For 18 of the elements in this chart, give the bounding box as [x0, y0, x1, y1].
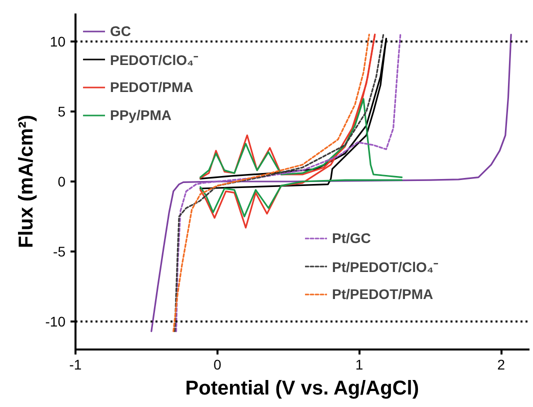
- legend-label: PPy/PMA: [110, 107, 172, 123]
- legend-label: GC: [110, 23, 131, 39]
- legend-label: Pt/GC: [332, 230, 371, 246]
- y-tick-label: -5: [53, 244, 66, 260]
- x-tick-label: 1: [355, 356, 364, 372]
- legend-label: Pt/PEDOT/ClO₄⁻: [332, 258, 439, 276]
- x-tick-label: 2: [497, 356, 506, 372]
- y-tick-label: 5: [58, 104, 66, 120]
- legend-label: PEDOT/PMA: [110, 79, 194, 95]
- x-tick-label: -1: [69, 356, 82, 372]
- legend-label: Pt/PEDOT/PMA: [332, 286, 434, 302]
- legend-label: PEDOT/ClO₄⁻: [110, 50, 199, 68]
- y-axis-title: Flux (mA/cm²): [15, 114, 38, 248]
- y-tick-label: -10: [45, 314, 66, 330]
- y-tick-label: 10: [50, 34, 66, 50]
- x-axis-title: Potential (V vs. Ag/AgCl): [185, 378, 420, 400]
- x-tick-label: 0: [213, 356, 222, 372]
- y-tick-label: 0: [58, 174, 66, 190]
